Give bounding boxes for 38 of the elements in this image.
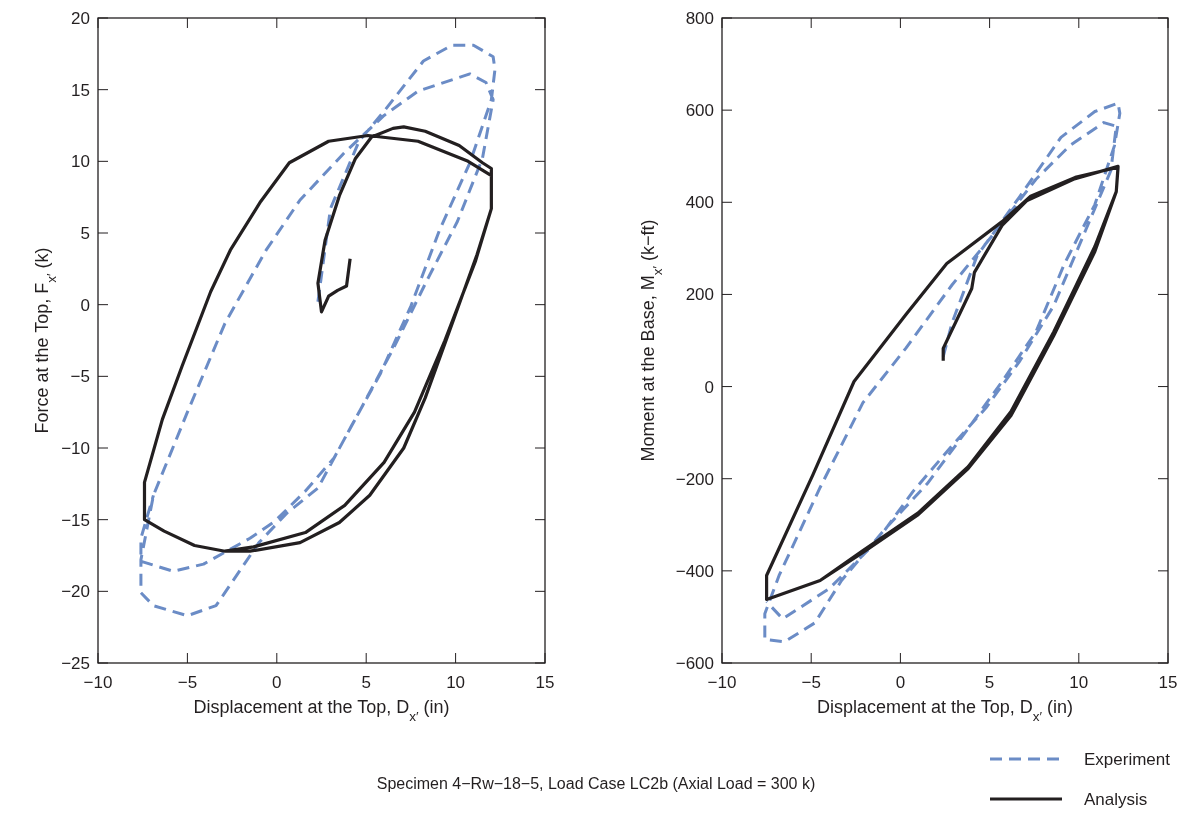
y-tick-label: −25 xyxy=(61,654,90,673)
legend-label: Analysis xyxy=(1084,790,1148,809)
line-series xyxy=(139,43,497,618)
line-series xyxy=(763,101,1122,644)
y-tick-label: 0 xyxy=(80,295,90,315)
x-tick-label: 10 xyxy=(446,673,466,692)
y-tick-label: 15 xyxy=(71,80,90,100)
x-tick-label: 5 xyxy=(361,673,371,692)
y-tick-label: 5 xyxy=(80,224,90,243)
y-tick-label: 20 xyxy=(71,9,90,28)
x-tick-label: 5 xyxy=(984,673,995,692)
x-axis-title: Displacement at the Top, D$_{x′}$ (in) xyxy=(816,697,1074,724)
x-tick-label: 15 xyxy=(535,673,555,692)
y-tick-label: −15 xyxy=(61,510,90,530)
x-tick-label: −5 xyxy=(801,673,821,692)
legend-label: Experiment xyxy=(1084,750,1171,769)
y-tick-label: −200 xyxy=(675,469,714,489)
y-tick-label: −400 xyxy=(675,561,714,581)
y-tick-label: 0 xyxy=(704,377,714,397)
text: Specimen 4−Rw−18−5, Load Case LC2b (Axial Load = 300 k) xyxy=(376,775,816,792)
x-tick-label: −10 xyxy=(707,673,737,692)
y-tick-label: 800 xyxy=(685,9,714,28)
y-tick-label: 10 xyxy=(71,152,90,172)
y-tick-label: 400 xyxy=(685,193,714,213)
x-tick-label: 10 xyxy=(1069,673,1089,692)
y-tick-label: 200 xyxy=(685,285,714,305)
y-tick-label: −5 xyxy=(70,367,90,387)
x-tick-label: 0 xyxy=(895,673,906,692)
x-axis-title: Displacement at the Top, D$_{x′}$ (in) xyxy=(193,697,450,724)
line-series xyxy=(765,164,1120,602)
line-series xyxy=(142,125,493,553)
x-tick-label: 15 xyxy=(1158,673,1178,692)
x-tick-label: −5 xyxy=(177,673,198,692)
y-tick-label: −20 xyxy=(61,582,90,602)
x-tick-label: 0 xyxy=(272,673,282,692)
y-tick-label: −600 xyxy=(675,654,714,673)
y-tick-label: −10 xyxy=(61,439,90,458)
y-tick-label: 600 xyxy=(685,101,714,121)
